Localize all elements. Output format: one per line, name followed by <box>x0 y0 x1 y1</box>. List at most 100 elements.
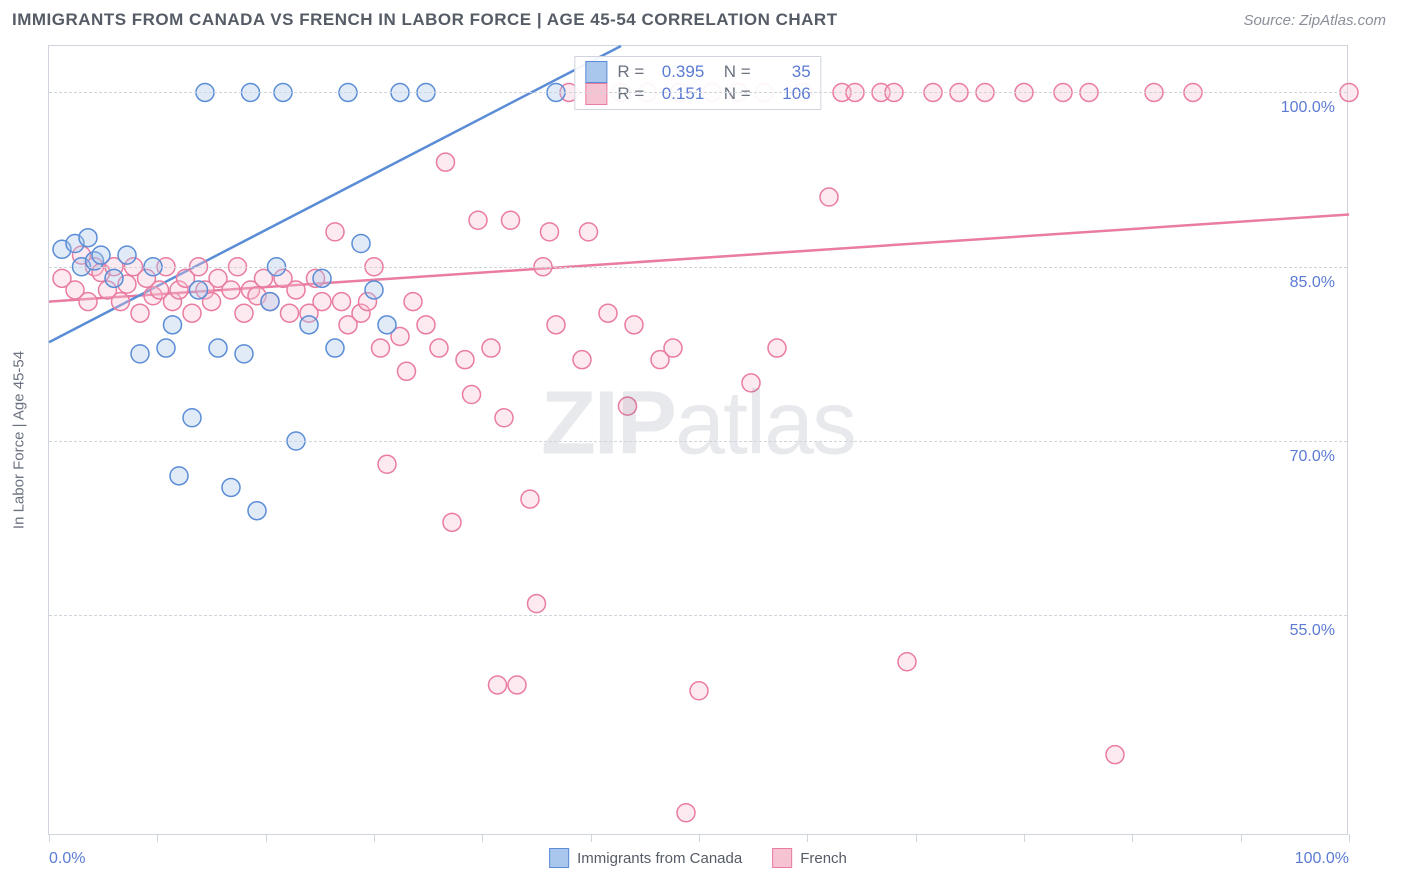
blue-data-point <box>170 467 188 485</box>
x-tick <box>699 834 700 842</box>
chart-title: IMMIGRANTS FROM CANADA VS FRENCH IN LABO… <box>12 10 838 30</box>
pink-data-point <box>183 304 201 322</box>
series-legend: Immigrants from Canada French <box>549 848 847 868</box>
blue-data-point <box>352 235 370 253</box>
pink-data-point <box>333 293 351 311</box>
n-label: N = <box>714 84 750 104</box>
blue-data-point <box>313 269 331 287</box>
blue-legend-swatch-icon <box>549 848 569 868</box>
blue-data-point <box>105 269 123 287</box>
pink-data-point <box>619 397 637 415</box>
stats-row-pink: R = 0.151 N = 106 <box>585 83 810 105</box>
n-value: 35 <box>761 62 811 82</box>
blue-data-point <box>118 246 136 264</box>
blue-data-point <box>157 339 175 357</box>
pink-data-point <box>528 595 546 613</box>
blue-data-point <box>79 229 97 247</box>
pink-data-point <box>547 316 565 334</box>
blue-data-point <box>209 339 227 357</box>
r-value: 0.395 <box>654 62 704 82</box>
x-tick-label: 100.0% <box>1295 850 1349 868</box>
pink-data-point <box>417 316 435 334</box>
gridline <box>49 615 1347 616</box>
pink-data-point <box>112 293 130 311</box>
y-tick-label: 100.0% <box>1279 99 1337 117</box>
n-value: 106 <box>761 84 811 104</box>
pink-data-point <box>456 351 474 369</box>
scatter-plot-svg <box>49 46 1347 834</box>
blue-swatch-icon <box>585 61 607 83</box>
gridline <box>49 92 1347 93</box>
pink-data-point <box>742 374 760 392</box>
pink-data-point <box>580 223 598 241</box>
pink-data-point <box>690 682 708 700</box>
pink-data-point <box>404 293 422 311</box>
blue-data-point <box>183 409 201 427</box>
blue-data-point <box>131 345 149 363</box>
pink-data-point <box>326 223 344 241</box>
y-axis-title: In Labor Force | Age 45-54 <box>11 351 28 529</box>
blue-data-point <box>164 316 182 334</box>
pink-data-point <box>482 339 500 357</box>
pink-data-point <box>820 188 838 206</box>
pink-data-point <box>677 804 695 822</box>
y-tick-label: 85.0% <box>1288 274 1337 292</box>
pink-data-point <box>599 304 617 322</box>
pink-data-point <box>1106 746 1124 764</box>
x-tick <box>591 834 592 842</box>
gridline <box>49 267 1347 268</box>
x-tick <box>1024 834 1025 842</box>
pink-data-point <box>489 676 507 694</box>
x-tick <box>1241 834 1242 842</box>
blue-data-point <box>261 293 279 311</box>
pink-data-point <box>281 304 299 322</box>
legend-item-blue: Immigrants from Canada <box>549 848 742 868</box>
pink-data-point <box>443 513 461 531</box>
x-tick <box>807 834 808 842</box>
pink-data-point <box>463 386 481 404</box>
legend-item-pink: French <box>772 848 847 868</box>
pink-data-point <box>898 653 916 671</box>
blue-data-point <box>248 502 266 520</box>
pink-data-point <box>664 339 682 357</box>
x-tick <box>266 834 267 842</box>
pink-data-point <box>625 316 643 334</box>
x-tick <box>916 834 917 842</box>
pink-legend-swatch-icon <box>772 848 792 868</box>
x-tick <box>1349 834 1350 842</box>
pink-data-point <box>437 153 455 171</box>
pink-data-point <box>573 351 591 369</box>
stats-row-blue: R = 0.395 N = 35 <box>585 61 810 83</box>
r-label: R = <box>617 84 644 104</box>
blue-data-point <box>365 281 383 299</box>
r-value: 0.151 <box>654 84 704 104</box>
legend-label: French <box>800 850 847 867</box>
pink-data-point <box>495 409 513 427</box>
blue-data-point <box>222 478 240 496</box>
x-tick <box>374 834 375 842</box>
pink-data-point <box>79 293 97 311</box>
pink-data-point <box>287 281 305 299</box>
r-label: R = <box>617 62 644 82</box>
blue-data-point <box>92 246 110 264</box>
pink-swatch-icon <box>585 83 607 105</box>
pink-data-point <box>313 293 331 311</box>
pink-data-point <box>541 223 559 241</box>
gridline <box>49 441 1347 442</box>
correlation-stats-box: R = 0.395 N = 35 R = 0.151 N = 106 <box>574 56 821 110</box>
n-label: N = <box>714 62 750 82</box>
blue-data-point <box>235 345 253 363</box>
x-tick-label: 0.0% <box>49 850 85 868</box>
blue-data-point <box>190 281 208 299</box>
chart-plot-area: In Labor Force | Age 45-54 ZIPatlas R =0… <box>48 45 1348 835</box>
pink-data-point <box>131 304 149 322</box>
x-tick <box>1132 834 1133 842</box>
legend-label: Immigrants from Canada <box>577 850 742 867</box>
blue-data-point <box>326 339 344 357</box>
pink-data-point <box>430 339 448 357</box>
x-tick <box>157 834 158 842</box>
pink-data-point <box>521 490 539 508</box>
pink-data-point <box>768 339 786 357</box>
blue-data-point <box>300 316 318 334</box>
y-tick-label: 70.0% <box>1288 448 1337 466</box>
